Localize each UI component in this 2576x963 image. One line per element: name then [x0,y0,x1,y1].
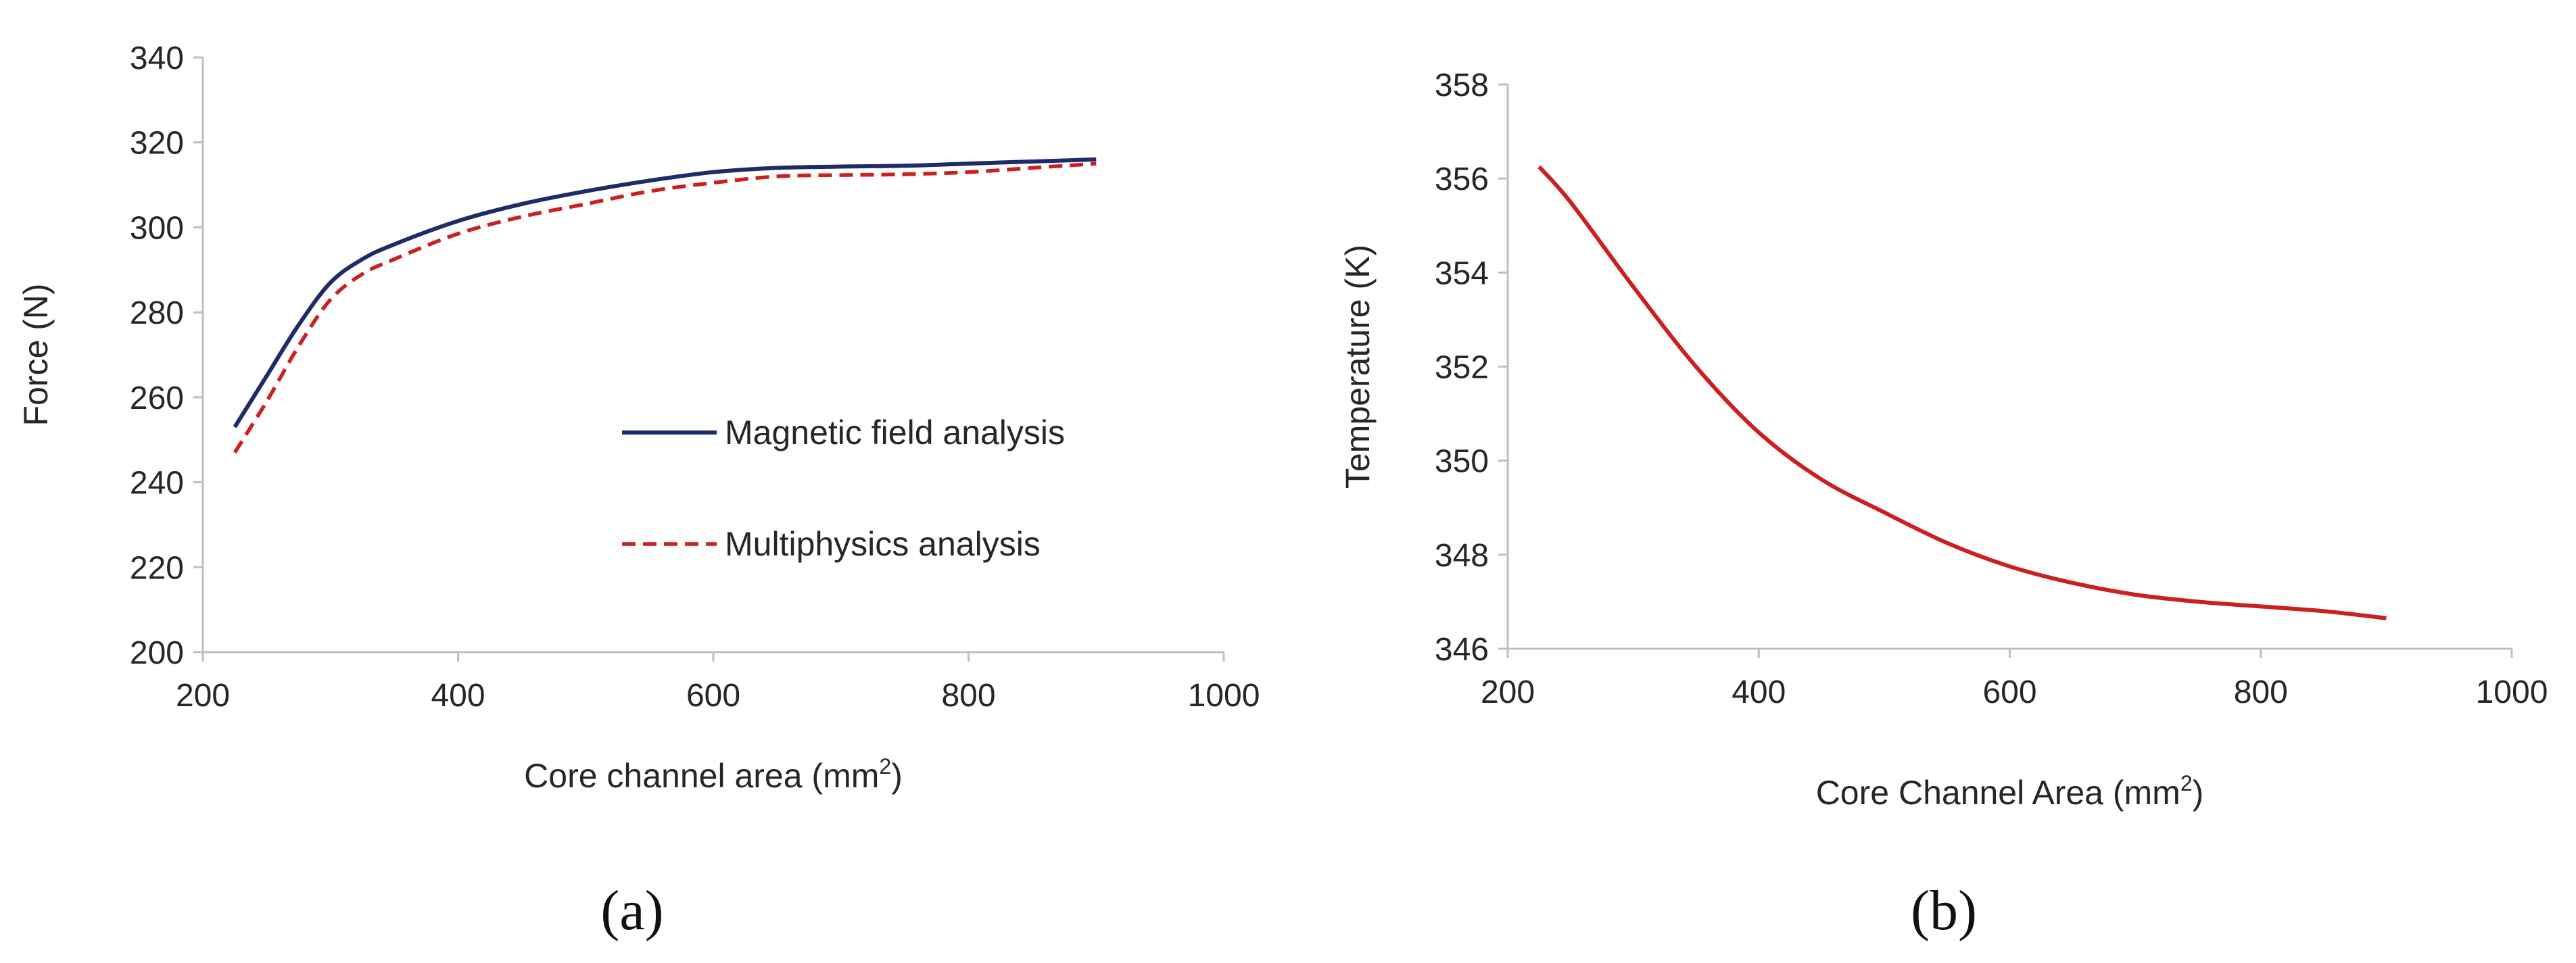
series-line-magnetic-field-analysis [233,157,1097,428]
y-tick-label: 346 [1435,632,1489,668]
legend-label: Magnetic field analysis [725,414,1065,451]
x-axis-title-superscript: 2 [2180,771,2193,795]
x-tick-label: 400 [431,678,485,714]
legend-label: Multiphysics analysis [725,525,1041,563]
y-tick-label: 354 [1435,255,1489,291]
panel-a-chart: 200 220 240 260 280 300 320 340 200 400 600 800 1000… [17,41,1260,942]
x-axis-title-main: Core channel area (mm [524,757,879,795]
y-tick-label: 340 [130,41,184,76]
panel-caption: (b) [1911,879,1977,942]
y-tick-label: 260 [130,380,184,416]
x-axis-title-superscript: 2 [879,754,891,779]
y-tick-label: 200 [130,635,184,671]
x-tick-label: 600 [1982,674,2036,710]
x-axis-title: Core channel area (mm2) [524,754,903,795]
x-tick-label: 800 [941,678,995,714]
y-tick-label: 280 [130,295,184,331]
x-tick-label: 1000 [2476,674,2548,710]
y-tick-label: 348 [1435,538,1489,574]
y-tick-label: 240 [130,466,184,501]
series-line-temperature [1537,165,2387,620]
y-axis-title: Temperature (K) [1339,245,1377,489]
series-line-multiphysics-analysis [233,162,1097,454]
x-tick-label: 200 [1481,674,1535,710]
x-tick-label: 800 [2234,674,2288,710]
y-tick-label: 320 [130,126,184,162]
y-tick-label: 350 [1435,444,1489,480]
x-axis-title-main: Core Channel Area (mm [1816,774,2180,812]
x-tick-label: 1000 [1188,678,1260,714]
x-tick-label: 400 [1732,674,1786,710]
x-tick-label: 200 [176,678,230,714]
y-tick-label: 352 [1435,350,1489,386]
x-axis-title-close: ) [891,757,903,795]
x-tick-label: 600 [686,678,740,714]
y-tick-label: 220 [130,550,184,586]
x-axis-title-close: ) [2193,774,2204,812]
panel-caption: (a) [600,879,663,942]
y-tick-label: 358 [1435,68,1489,103]
x-axis-title: Core Channel Area (mm2) [1816,771,2204,812]
y-tick-label: 300 [130,210,184,246]
y-tick-label: 356 [1435,162,1489,197]
panel-b-chart: 346 348 350 352 354 356 358 200 400 600 800 1000 Tem… [1339,68,2548,942]
legend: Magnetic field analysis Multiphysics anal… [622,414,1065,563]
y-axis-title: Force (N) [17,283,55,426]
